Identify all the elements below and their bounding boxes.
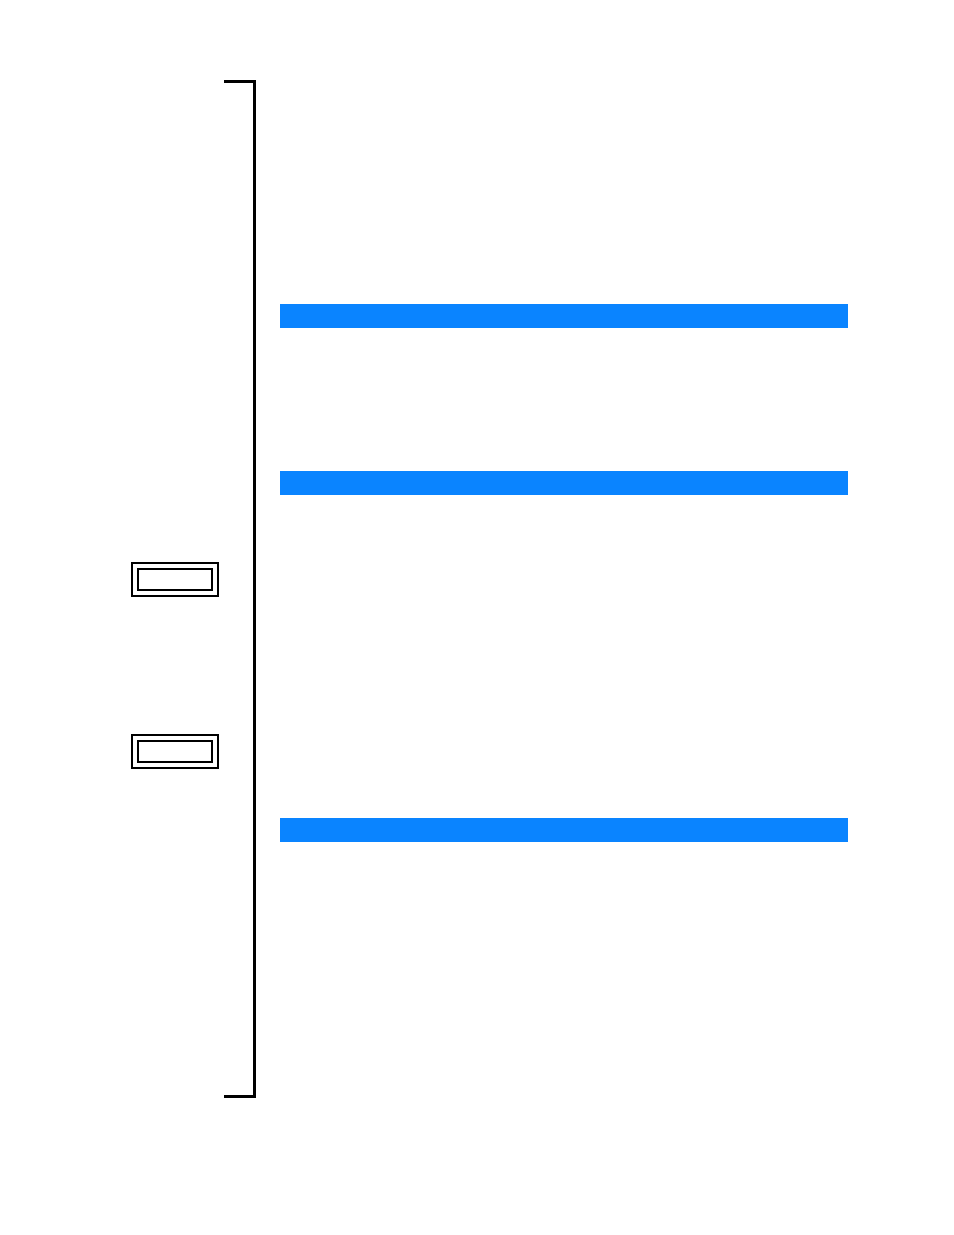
bracket-top-tick (224, 80, 256, 83)
accent-bar-1 (280, 304, 848, 328)
badge-frame-2-inner (137, 740, 213, 763)
bracket-vertical (253, 80, 256, 1098)
accent-bar-3 (280, 818, 848, 842)
badge-frame-1-inner (137, 568, 213, 591)
accent-bar-2 (280, 471, 848, 495)
bracket-bottom-tick (224, 1095, 256, 1098)
